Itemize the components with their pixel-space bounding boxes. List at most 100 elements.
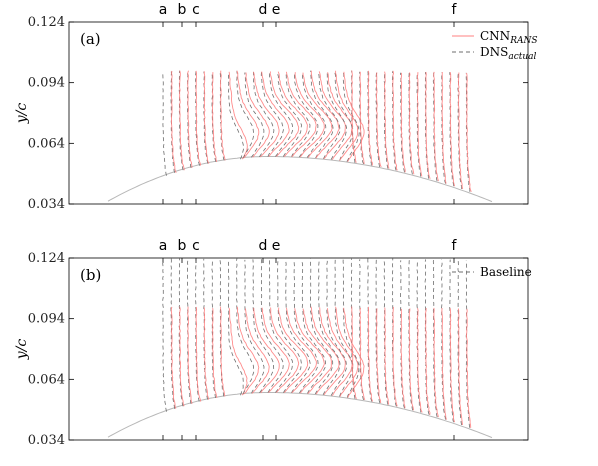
cnn-profile [319, 307, 346, 396]
dns-profile [285, 71, 311, 157]
dns-profile [277, 71, 302, 157]
legend-entry: CNNRANS [480, 29, 538, 46]
cnn-profile [367, 70, 373, 166]
cnn-profile [278, 307, 309, 393]
cnn-profile [449, 308, 456, 423]
dns-profile [195, 70, 200, 166]
cnn-profile [457, 72, 464, 190]
station-label-b: b [178, 238, 187, 254]
dns-profile [367, 70, 372, 166]
dns-profile [269, 71, 294, 157]
cnn-profile [416, 308, 423, 413]
dns-profile [449, 259, 454, 423]
cnn-profile [359, 71, 365, 165]
dns-profile [359, 71, 364, 165]
dns-profile [342, 259, 360, 398]
dns-profile [186, 70, 192, 168]
station-label-e: e [272, 238, 281, 254]
cnn-profile [433, 307, 439, 418]
plot-frame [68, 257, 529, 441]
y-axis-label: y/c [14, 339, 30, 361]
dns-profile [465, 260, 471, 428]
y-tick-label: 0.064 [28, 372, 65, 387]
dns-profile [424, 71, 430, 179]
cnn-profile [327, 72, 353, 160]
y-tick-label: 0.094 [28, 76, 65, 91]
panel-a: 0.124 0.094 0.064 0.034 y/c a b c d e f (a) CNNRANSD… [14, 2, 538, 212]
airfoil-surface [107, 392, 493, 439]
cnn-profile [343, 71, 365, 162]
y-tick-label: 0.094 [28, 312, 65, 327]
cnn-profile [195, 306, 202, 402]
y-tick-label: 0.034 [28, 197, 65, 212]
cnn-profile [211, 72, 218, 163]
cnn-profile [228, 71, 248, 160]
dns-profile [424, 259, 430, 415]
station-label-a: a [159, 238, 168, 254]
dns-profile [227, 71, 245, 160]
station-label-e: e [272, 2, 281, 18]
dns-profile [359, 259, 364, 401]
cnn-profile [359, 307, 366, 401]
cnn-profile [253, 307, 280, 394]
cnn-profile [318, 71, 346, 160]
cnn-profile [457, 308, 463, 426]
cnn-profile [408, 308, 415, 411]
cnn-profile [236, 306, 260, 395]
dns-profile [375, 72, 381, 168]
cnn-profile [179, 70, 185, 171]
station-label-c: c [192, 2, 200, 18]
dns-profile [301, 260, 326, 394]
cnn-profile [384, 307, 390, 405]
dns-profile [293, 72, 319, 158]
legend-entry: Baseline [480, 265, 532, 279]
cnn-profile [228, 307, 248, 396]
cnn-profile [244, 308, 270, 394]
cnn-profile [441, 307, 447, 420]
cnn-profile [220, 70, 226, 161]
panel-label: (a) [80, 30, 101, 48]
dns-profile [334, 70, 354, 161]
cnn-profile [286, 307, 317, 394]
cnn-profile [351, 70, 357, 163]
cnn-profile [203, 71, 210, 164]
dns-profile [367, 258, 373, 402]
cnn-profile [343, 307, 365, 398]
cnn-profile [170, 306, 177, 409]
station-label-b: b [178, 2, 187, 18]
dns-profile [244, 72, 265, 158]
cnn-profile [375, 72, 382, 168]
cnn-profile [335, 70, 359, 161]
cnn-profile [441, 71, 447, 184]
dns-profile [310, 70, 334, 159]
dns-profile [236, 70, 255, 159]
station-label-d: d [259, 238, 268, 254]
cnn-profile [425, 71, 431, 179]
cnn-profile [400, 72, 406, 173]
cnn-profile [466, 72, 472, 192]
cnn-profile [236, 70, 260, 159]
y-tick-label: 0.064 [28, 136, 65, 151]
dns-profile [334, 258, 354, 397]
panel-label: (b) [80, 266, 101, 284]
dns-profile [309, 258, 334, 395]
cnn-profile [220, 306, 226, 397]
y-tick-label: 0.124 [28, 15, 65, 30]
dns-profile [252, 259, 275, 394]
plot-frame [68, 21, 529, 205]
cnn-profile [375, 308, 382, 404]
cnn-profile [245, 72, 270, 158]
cnn-profile [253, 71, 280, 158]
dns-profile [236, 258, 255, 395]
cnn-profile [270, 307, 300, 393]
dns-profile [416, 72, 421, 177]
cnn-profile [433, 71, 439, 182]
cnn-profile [400, 308, 406, 409]
cnn-profile [294, 72, 325, 158]
dns-profile [244, 259, 265, 394]
dns-profile [391, 70, 397, 171]
dns-profile [219, 70, 225, 161]
cnn-profile [179, 306, 185, 407]
cnn-profile [261, 307, 290, 393]
